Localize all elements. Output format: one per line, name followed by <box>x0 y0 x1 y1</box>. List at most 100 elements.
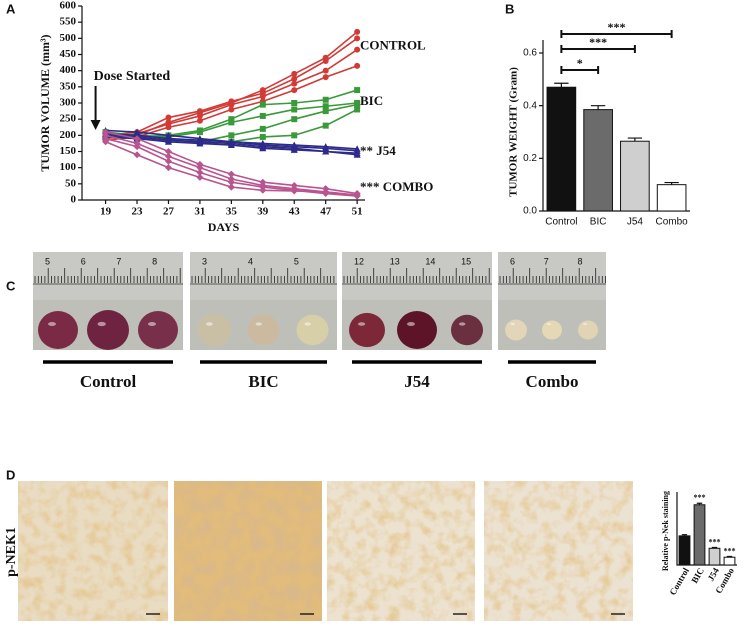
tumor <box>138 311 178 349</box>
tumor <box>578 320 598 340</box>
y-tick-label: 450 <box>60 48 77 60</box>
error-bar <box>590 105 606 110</box>
point <box>196 129 203 136</box>
point <box>227 141 235 149</box>
x-tick-label: 19 <box>100 206 112 218</box>
x-tick-label: 23 <box>132 206 144 218</box>
tumor-highlight <box>547 323 551 325</box>
point <box>354 28 361 35</box>
bar <box>693 504 706 566</box>
group-label: Control <box>80 372 137 391</box>
tumor <box>247 314 280 346</box>
tumor <box>197 313 232 347</box>
point <box>354 35 361 42</box>
point <box>291 100 298 106</box>
arrow-head <box>90 120 101 130</box>
y-tick-label: 550 <box>60 16 77 28</box>
bar <box>620 140 650 212</box>
y-tick-label: 500 <box>60 32 77 44</box>
y-tick-label: 350 <box>60 80 77 92</box>
tumor-highlight <box>206 322 213 326</box>
y-tick-label: 50 <box>65 177 77 189</box>
tumor <box>451 314 483 346</box>
point <box>353 151 361 158</box>
point <box>228 106 235 113</box>
y-tick-label: 150 <box>60 145 77 157</box>
panel-label: B <box>505 1 514 16</box>
point <box>196 169 204 177</box>
point <box>322 74 329 81</box>
panel-label: C <box>6 278 16 293</box>
error-bar <box>711 546 718 549</box>
point <box>322 122 329 129</box>
point <box>259 144 267 152</box>
point <box>164 157 172 165</box>
y-tick-label: 0 <box>71 194 77 206</box>
x-tick-label: 47 <box>320 206 332 218</box>
significance: *** <box>608 20 626 34</box>
tumor <box>505 319 527 341</box>
y-axis-title: Relative p-Nek staining <box>661 491 670 571</box>
point <box>133 135 141 143</box>
y-tick-label: 100 <box>60 161 77 173</box>
ruler-number: 7 <box>544 256 549 266</box>
significance: *** <box>724 546 736 555</box>
ihc-stain <box>327 481 475 621</box>
point <box>353 191 361 199</box>
ruler-number: 5 <box>45 256 50 266</box>
point <box>322 96 329 103</box>
point <box>259 101 266 108</box>
ruler-number: 5 <box>294 256 299 266</box>
x-tick-label: Control <box>545 217 577 228</box>
point <box>164 138 172 145</box>
ruler-number: 7 <box>116 256 121 266</box>
panel-label: A <box>6 1 16 16</box>
point <box>322 57 329 64</box>
x-tick-label: 51 <box>352 206 363 218</box>
point <box>228 116 235 123</box>
significance-bracket <box>560 45 636 53</box>
tumor-highlight <box>97 321 106 327</box>
error-bar <box>726 555 733 558</box>
point <box>322 148 330 155</box>
tumor <box>542 320 562 340</box>
significance: *** <box>709 537 721 546</box>
ihc-stain <box>18 481 168 621</box>
tumor-highlight <box>48 322 56 326</box>
ruler-number: 14 <box>425 256 435 266</box>
point <box>322 108 329 115</box>
point <box>259 93 266 100</box>
error-bar <box>627 137 643 142</box>
point <box>164 164 172 172</box>
point <box>164 152 172 160</box>
tumor-highlight <box>583 323 587 325</box>
point <box>102 138 110 146</box>
tumor <box>296 314 329 346</box>
point <box>322 188 330 196</box>
ruler-number: 6 <box>510 256 515 266</box>
x-tick-label: 27 <box>163 206 175 218</box>
point <box>291 106 298 113</box>
x-tick-label: 43 <box>289 206 301 218</box>
significance-bracket <box>560 30 673 38</box>
tumor-highlight <box>304 322 311 326</box>
ruler-number: 3 <box>202 256 207 266</box>
annotation: Dose Started <box>94 69 171 84</box>
tumor-highlight <box>459 322 466 326</box>
tumor <box>397 311 437 349</box>
point <box>196 139 204 147</box>
ruler-number: 15 <box>461 256 471 266</box>
panel-label: D <box>6 467 15 482</box>
point <box>259 125 266 132</box>
x-axis-title: DAYS <box>208 220 240 234</box>
x-tick-label: 31 <box>194 206 205 218</box>
point <box>228 119 235 126</box>
point <box>291 132 298 139</box>
series-label: CONTROL <box>360 37 426 52</box>
row-label: p-NEK1 <box>4 527 19 577</box>
y-tick-label: 0.2 <box>523 153 537 164</box>
bar <box>708 547 721 566</box>
series-label: BIC <box>360 93 383 108</box>
point <box>196 112 203 119</box>
tumor <box>349 312 385 348</box>
